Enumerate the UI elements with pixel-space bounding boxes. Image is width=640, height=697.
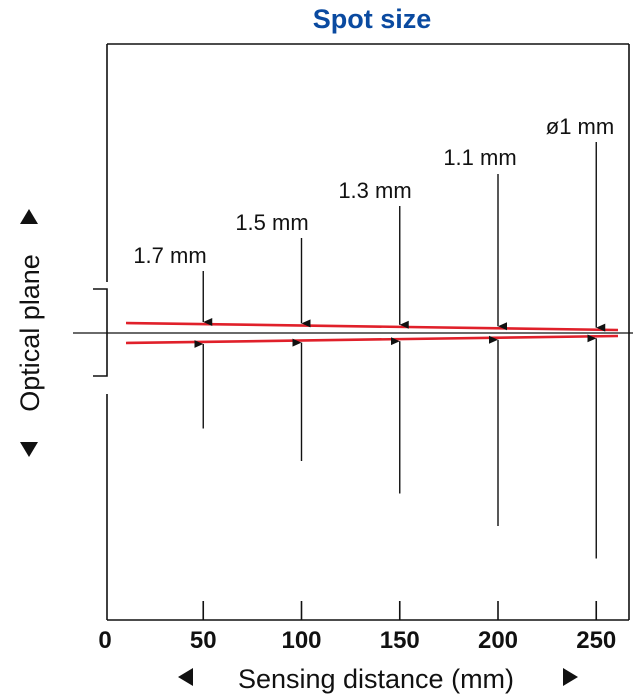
y-axis-label-group: Optical plane [15, 209, 45, 457]
x-axis-ticks: 0 50 100 150 200 250 [98, 601, 616, 654]
spot-annotations: 1.7 mm 1.5 mm 1.3 mm 1.1 mm ø1 mm [133, 114, 614, 559]
x-axis-label: Sensing distance (mm) [238, 664, 514, 694]
spot-size-label: 1.5 mm [235, 210, 308, 235]
up-triangle-icon [20, 209, 38, 224]
x-tick-label: 0 [98, 627, 111, 654]
spot-annotation: 1.7 mm [133, 243, 213, 429]
spot-annotation: 1.1 mm [443, 145, 517, 526]
diagram-title: Spot size [313, 4, 432, 34]
x-axis-label-group: Sensing distance (mm) [178, 664, 578, 694]
beam-upper-edge [125, 321, 619, 332]
x-tick-label: 100 [281, 627, 321, 654]
down-triangle-icon [20, 442, 38, 457]
spot-size-label: 1.3 mm [338, 178, 411, 203]
right-triangle-icon [563, 668, 578, 686]
spot-size-label: 1.7 mm [133, 243, 206, 268]
spot-annotation: 1.3 mm [338, 178, 412, 494]
x-tick-label: 50 [190, 627, 217, 654]
x-tick-label: 150 [380, 627, 420, 654]
spot-size-label: ø1 mm [546, 114, 614, 139]
spot-annotation: ø1 mm [546, 114, 614, 559]
beam-lower-edge [125, 334, 619, 345]
spot-annotation: 1.5 mm [235, 210, 311, 461]
frame [106, 43, 630, 621]
y-axis-label: Optical plane [15, 254, 45, 412]
spot-size-label: 1.1 mm [443, 145, 516, 170]
x-tick-label: 200 [478, 627, 518, 654]
x-tick-label: 250 [576, 627, 616, 654]
left-triangle-icon [178, 668, 193, 686]
